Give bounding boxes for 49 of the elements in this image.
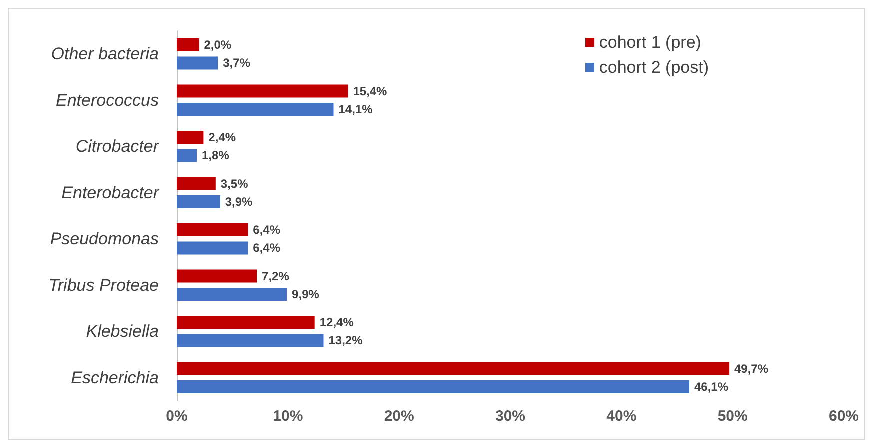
data-label: 6,4% [253,223,281,238]
y-tick-label: Klebsiella [86,322,159,342]
data-label: 3,9% [225,194,254,209]
bar [177,362,730,376]
data-label: 14,1% [338,102,374,116]
y-tick-label: Pseudomonas [50,230,160,249]
y-tick-label: Citrobacter [76,137,160,156]
bar [177,316,315,330]
data-label: 3,7% [223,56,251,70]
bar [177,270,258,283]
bar [177,195,220,208]
data-label: 49,7% [734,362,769,376]
bar [177,84,348,98]
bar [177,224,248,237]
bar [177,380,690,394]
bar [177,288,288,301]
data-label: 2,0% [204,38,232,52]
y-tick-label: Enterobacter [62,183,160,202]
legend-label: cohort 1 (pre) [599,33,702,52]
y-tick-label: Other bacteria [51,44,159,64]
data-label: 15,4% [353,84,388,98]
bar [177,131,204,144]
data-label: 9,9% [292,287,320,302]
bar [177,177,216,190]
data-label: 2,4% [208,130,236,145]
x-tick-label: 30% [495,408,526,425]
bar [177,102,334,116]
y-tick-label: Escherichia [71,368,159,388]
y-tick-label: Tribus Proteae [48,276,159,295]
x-tick-label: 20% [384,408,414,425]
data-label: 12,4% [320,316,354,330]
y-tick-label: Enterococcus [56,90,160,110]
x-tick-label: 10% [273,408,304,425]
data-label: 6,4% [253,241,281,256]
x-tick-label: 50% [718,408,748,425]
x-tick-label: 40% [606,408,637,425]
data-label: 46,1% [694,380,729,394]
bar [177,242,248,255]
legend-label: cohort 2 (post) [599,58,710,77]
bar [177,38,200,52]
bar [177,149,198,162]
data-label: 1,8% [202,148,230,163]
bar [177,56,218,70]
bar [177,334,324,348]
x-tick-label: 0% [166,408,188,425]
data-label: 7,2% [262,269,290,284]
x-tick-label: 60% [828,408,860,425]
data-label: 13,2% [328,334,364,348]
data-label: 3,5% [220,176,249,191]
